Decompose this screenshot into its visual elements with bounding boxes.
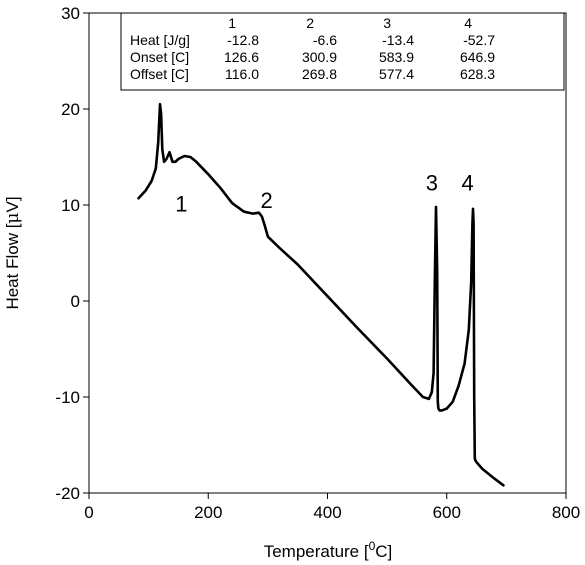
x-tick-label: 400	[313, 503, 341, 522]
table-frame	[120, 12, 565, 91]
table-cell: -12.8	[227, 32, 259, 48]
table-column-header: 2	[306, 15, 314, 31]
table-column-header: 3	[383, 15, 391, 31]
heat-flow-line	[137, 102, 505, 487]
table-row-label: Heat [J/g]	[130, 32, 190, 48]
table-cell: 126.6	[224, 49, 259, 65]
y-tick-label: 30	[61, 4, 80, 23]
x-axis-title: Temperature [0C]	[264, 539, 393, 561]
y-axis-title-mu: μ	[3, 213, 23, 224]
y-tick-label: 10	[61, 196, 80, 215]
results-table: 1 2 3 4 Heat [J/g] -12.8 -6.6 -13.4 -52.7 Onset […	[120, 12, 565, 91]
y-axis-title: Heat Flow [μV]	[3, 196, 23, 309]
table-cell: 269.8	[302, 66, 337, 82]
peak-label-2: 2	[261, 188, 273, 213]
peak-label-1: 1	[175, 192, 187, 217]
table-cell: 628.3	[460, 66, 495, 82]
x-tick-label: 800	[552, 503, 580, 522]
table-cell: -13.4	[382, 32, 414, 48]
x-tick-label: 200	[194, 503, 222, 522]
y-tick-label: -20	[55, 484, 80, 503]
table-cell: 300.9	[302, 49, 337, 65]
peak-label-4: 4	[461, 171, 473, 196]
peak-label-3: 3	[426, 171, 438, 196]
x-axis-title-superscript: 0	[369, 539, 376, 553]
table-text: 1 2 3 4 Heat [J/g] -12.8 -6.6 -13.4 -52.7 Onset […	[130, 15, 495, 82]
table-cell: 646.9	[460, 49, 495, 65]
table-cell: -52.7	[463, 32, 495, 48]
table-column-header: 1	[228, 15, 236, 31]
y-tick-label: 20	[61, 100, 80, 119]
y-tick-label: 0	[71, 292, 80, 311]
peak-labels: 1 2 3 4	[175, 171, 473, 217]
table-row-label: Onset [C]	[130, 49, 189, 65]
table-column-header: 4	[464, 15, 472, 31]
ticks-layer: 0 200 400 600 800 -20 -10 0 10 20 30	[55, 4, 580, 522]
y-tick-label: -10	[55, 388, 80, 407]
table-cell: 116.0	[225, 66, 259, 82]
table-cell: 577.4	[379, 66, 414, 82]
table-row-label: Offset [C]	[130, 66, 189, 82]
x-tick-label: 600	[433, 503, 461, 522]
table-cell: 583.9	[379, 49, 414, 65]
table-cell: -6.6	[313, 32, 337, 48]
x-tick-label: 0	[84, 503, 93, 522]
